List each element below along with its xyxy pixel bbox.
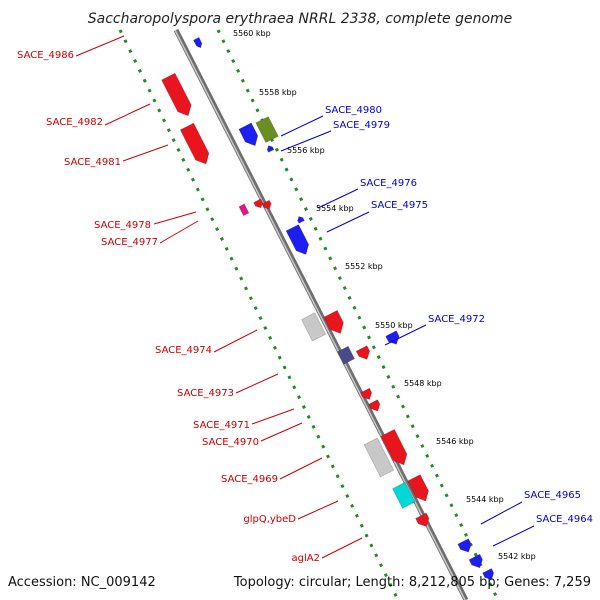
- gene-label[interactable]: SACE_4973: [177, 388, 234, 399]
- gene-feature-arrow: [385, 330, 400, 345]
- label-leader-lines: [75, 35, 535, 559]
- label-leader-line: [317, 188, 359, 209]
- gene-feature-arrow: [407, 474, 429, 502]
- gene-label[interactable]: SACE_4977: [101, 237, 158, 248]
- gene-feature-arrow: [368, 399, 381, 412]
- kbp-ticks: 5560 kbp 5558 kbp 5556 kbp 5554 kbp 5552 kbp…: [233, 29, 536, 561]
- gene-label[interactable]: SACE_4981: [64, 157, 121, 168]
- dotted-track: [118, 29, 400, 600]
- backbone-line: [173, 28, 469, 600]
- label-leader-line: [260, 422, 303, 442]
- label-leader-line: [280, 130, 332, 152]
- label-leader-line: [321, 537, 363, 559]
- label-leader-line: [280, 115, 324, 137]
- label-leader-line: [384, 324, 427, 346]
- label-leader-line: [326, 211, 370, 233]
- gene-label[interactable]: SACE_4976: [360, 178, 417, 189]
- gene-feature-arrow: [323, 309, 344, 334]
- gene-label[interactable]: SACE_4975: [371, 200, 428, 211]
- gene-feature-arrow: [261, 199, 272, 210]
- map-title: Saccharopolyspora erythraea NRRL 2338, c…: [88, 11, 513, 27]
- kbp-tick-label: 5556 kbp: [287, 146, 325, 155]
- gene-feature-arrow: [360, 387, 373, 400]
- backbone-highlight: [174, 29, 466, 600]
- kbp-tick-label: 5552 kbp: [345, 262, 383, 271]
- gene-label[interactable]: SACE_4969: [221, 474, 278, 485]
- gene-feature-arrow: [238, 122, 259, 147]
- gene-feature-arrow: [193, 36, 203, 49]
- gene-label[interactable]: SACE_4978: [94, 220, 151, 231]
- label-leader-line: [104, 103, 151, 126]
- label-leader-line: [297, 500, 339, 520]
- gene-feature-arrow: [266, 145, 275, 153]
- kbp-tick-label: 5550 kbp: [375, 321, 413, 330]
- label-leader-line: [153, 211, 197, 225]
- kbp-tick-label: 5554 kbp: [316, 204, 354, 213]
- gene-feature-arrow: [355, 345, 371, 360]
- label-leader-line: [213, 329, 258, 353]
- label-leader-line: [122, 144, 169, 162]
- gene-label[interactable]: SACE_4965: [524, 490, 581, 501]
- gene-label[interactable]: glpQ,ybeD: [243, 514, 296, 525]
- gene-label[interactable]: SACE_4986: [17, 50, 74, 61]
- gene-label[interactable]: SACE_4980: [325, 105, 382, 116]
- kbp-tick-label: 5558 kbp: [259, 88, 297, 97]
- gene-feature-arrow: [253, 198, 263, 209]
- gene-feature-arrow: [482, 568, 495, 581]
- gene-feature-arrow: [238, 203, 250, 217]
- gene-label[interactable]: SACE_4974: [155, 345, 212, 356]
- label-leader-line: [235, 373, 279, 394]
- label-leader-line: [251, 408, 295, 425]
- gene-feature-arrow: [285, 224, 310, 255]
- accession-text: Accession: NC_009142: [8, 575, 156, 590]
- gene-feature-arrow: [337, 345, 355, 365]
- gene-feature-arrow: [392, 481, 416, 509]
- gene-feature-arrow: [457, 538, 472, 553]
- gene-feature-arrow: [161, 72, 192, 117]
- kbp-tick-label: 5548 kbp: [404, 379, 442, 388]
- gene-label[interactable]: SACE_4971: [193, 420, 250, 431]
- label-leader-line: [159, 220, 199, 244]
- gene-labels: SACE_4986 SACE_4982 SACE_4981 SACE_4978 SACE…: [17, 50, 593, 564]
- gene-feature-arrow: [363, 437, 395, 478]
- gene-feature-arrow: [415, 512, 430, 527]
- gene-feature-arrow: [255, 116, 279, 143]
- kbp-tick-label: 5560 kbp: [233, 29, 271, 38]
- gene-label[interactable]: SACE_4964: [536, 514, 593, 525]
- gene-feature-arrow: [380, 428, 408, 466]
- gene-feature-arrow: [179, 122, 210, 165]
- gene-features: [161, 36, 495, 581]
- gene-label[interactable]: aglA2: [292, 553, 320, 564]
- label-leader-line: [75, 35, 125, 57]
- gene-label[interactable]: SACE_4972: [428, 314, 485, 325]
- kbp-tick-label: 5542 kbp: [498, 552, 536, 561]
- label-leader-line: [279, 457, 323, 480]
- gene-feature-arrow: [468, 553, 483, 569]
- gene-label[interactable]: SACE_4979: [333, 120, 390, 131]
- topology-text: Topology: circular; Length: 8,212,805 bp…: [233, 575, 591, 590]
- kbp-tick-label: 5544 kbp: [466, 495, 504, 504]
- gene-feature-arrow: [301, 312, 327, 342]
- dotted-track: [216, 29, 500, 600]
- dotted-tracks: [118, 29, 500, 600]
- kbp-tick-label: 5546 kbp: [436, 437, 474, 446]
- label-leader-line: [492, 525, 535, 547]
- gene-label[interactable]: SACE_4970: [202, 437, 259, 448]
- gene-label[interactable]: SACE_4982: [46, 117, 103, 128]
- label-leader-line: [480, 501, 523, 525]
- gene-feature-arrow: [297, 216, 305, 224]
- genome-backbone: [173, 28, 469, 600]
